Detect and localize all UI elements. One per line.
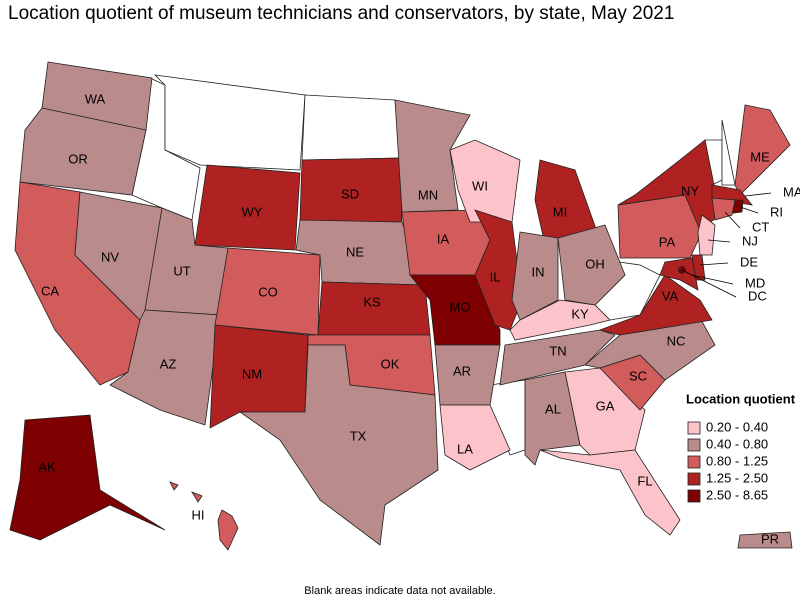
state-label: ME <box>750 149 770 164</box>
leader-line <box>691 274 734 285</box>
state-label: HI <box>192 507 205 522</box>
footnote: Blank areas indicate data not available. <box>304 585 495 597</box>
state-label: SD <box>341 186 359 201</box>
state-label: WY <box>242 204 263 219</box>
leader-line <box>744 192 772 197</box>
state-label: OR <box>68 151 88 166</box>
state-label: OH <box>585 256 605 271</box>
state <box>301 94 401 161</box>
state-label: GA <box>596 398 615 413</box>
legend-label: 0.40 - 0.80 <box>706 436 768 451</box>
legend-swatch <box>687 489 701 503</box>
leader-line <box>699 262 729 266</box>
state <box>217 509 239 551</box>
state-label: KY <box>571 306 589 321</box>
state <box>711 197 736 221</box>
state <box>439 404 511 471</box>
state <box>194 164 301 251</box>
state-label: AR <box>453 363 471 378</box>
state-label: FL <box>637 473 652 488</box>
leader-line <box>681 269 737 298</box>
state-label: NJ <box>742 233 758 248</box>
state-label: MI <box>553 204 567 219</box>
state <box>509 299 611 341</box>
state-label: RI <box>770 204 783 219</box>
legend-swatch <box>687 472 701 486</box>
state <box>9 414 166 541</box>
state <box>499 329 616 386</box>
state-label: CA <box>41 283 59 298</box>
legend-swatch <box>687 421 701 435</box>
state-label: MA <box>783 184 800 199</box>
state <box>697 214 716 256</box>
state-label: PR <box>761 531 779 546</box>
state <box>539 449 681 536</box>
state-label: PA <box>659 234 676 249</box>
state <box>153 74 306 171</box>
state-label: NV <box>101 249 119 264</box>
leader-line <box>739 206 759 214</box>
state <box>474 209 523 331</box>
state-label: AZ <box>160 356 177 371</box>
state-label: NE <box>346 244 364 259</box>
state-label: SC <box>629 368 647 383</box>
state-label: TX <box>350 428 367 443</box>
state <box>721 119 736 186</box>
legend-label: 1.25 - 2.50 <box>706 470 768 485</box>
legend-label: 0.80 - 1.25 <box>706 453 768 468</box>
legend-label: 0.20 - 0.40 <box>706 419 768 434</box>
state-label: MD <box>745 275 765 290</box>
state-label: NY <box>681 183 699 198</box>
state-label: IA <box>437 231 450 246</box>
legend-swatch <box>687 455 701 469</box>
state-label: MN <box>418 187 438 202</box>
state-label: VA <box>662 288 679 303</box>
state-label: WA <box>85 91 106 106</box>
state <box>557 224 626 306</box>
state-label: NC <box>667 333 686 348</box>
state-label: IN <box>532 264 545 279</box>
state-label: OK <box>381 356 400 371</box>
map-title: Location quotient of museum technicians … <box>8 3 674 24</box>
state-label: DE <box>740 254 758 269</box>
legend-label: 2.50 - 8.65 <box>706 487 768 502</box>
state-label: CO <box>258 284 278 299</box>
state-label: UT <box>173 263 190 278</box>
legend-title: Location quotient <box>686 391 796 406</box>
leader-line <box>707 239 731 243</box>
state <box>238 344 439 546</box>
state-label: AK <box>38 459 56 474</box>
state <box>598 274 713 336</box>
legend-swatch <box>687 438 701 452</box>
state <box>737 531 793 549</box>
state <box>19 107 147 196</box>
blank-states <box>131 74 736 456</box>
state-label: CT <box>752 219 769 234</box>
state-label: IL <box>490 269 501 284</box>
state-label: LA <box>457 441 473 456</box>
state-label: AL <box>545 401 561 416</box>
state-label: NM <box>242 366 262 381</box>
state-label: DC <box>748 288 767 303</box>
state-label: KS <box>363 294 381 309</box>
state <box>169 481 179 491</box>
leader-line <box>724 211 741 229</box>
state <box>511 231 559 321</box>
state <box>394 99 471 213</box>
state-label: WI <box>472 178 488 193</box>
state <box>659 257 699 291</box>
state-label: TN <box>549 343 566 358</box>
state-label: MO <box>450 299 471 314</box>
state <box>191 491 203 503</box>
